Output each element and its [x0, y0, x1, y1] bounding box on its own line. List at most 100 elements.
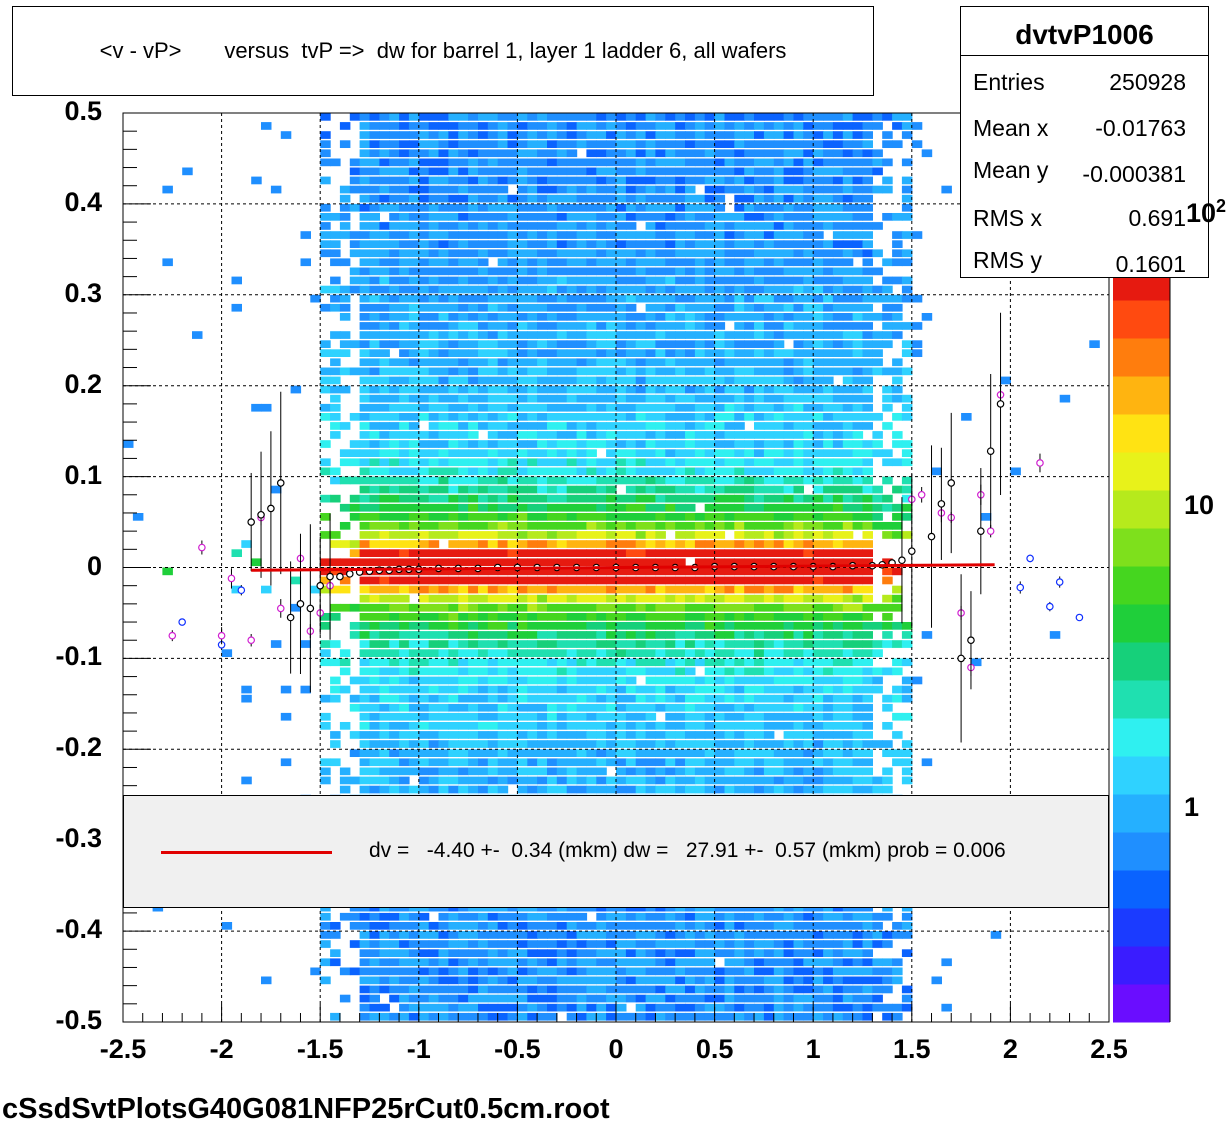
heatmap-cell — [625, 1012, 637, 1021]
heatmap-cell — [389, 940, 400, 948]
heatmap-cell — [793, 558, 804, 567]
heatmap-cell — [438, 976, 449, 985]
heatmap-cell — [556, 249, 568, 258]
heatmap-cell — [734, 540, 745, 548]
heatmap-cell — [458, 567, 469, 576]
heatmap-cell — [813, 994, 824, 1003]
heatmap-cell — [290, 576, 302, 585]
heatmap-cell — [566, 349, 578, 357]
heatmap-cell — [596, 576, 607, 585]
heatmap-cell — [655, 785, 666, 794]
heatmap-cell — [803, 576, 814, 585]
heatmap-cell — [448, 712, 459, 721]
heatmap-cell — [823, 358, 834, 367]
heatmap-cell — [665, 185, 676, 194]
heatmap-cell — [724, 485, 735, 494]
heatmap-cell — [704, 358, 716, 367]
heatmap-cell — [645, 667, 657, 676]
heatmap-cell — [744, 403, 755, 412]
heatmap-cell — [478, 122, 489, 130]
heatmap-cell — [438, 567, 449, 576]
heatmap-cell — [537, 213, 548, 221]
heatmap-cell — [616, 149, 627, 158]
heatmap-cell — [665, 985, 676, 994]
heatmap-cell — [487, 549, 499, 557]
heatmap-cell — [418, 758, 430, 767]
heatmap-cell — [813, 294, 824, 303]
heatmap-cell — [369, 458, 380, 467]
heatmap-cell — [527, 976, 538, 985]
heatmap-cell — [379, 276, 390, 285]
heatmap-cell — [783, 712, 795, 721]
heatmap-cell — [517, 613, 528, 621]
heatmap-cell — [517, 767, 528, 776]
heatmap-cell — [320, 613, 331, 621]
heatmap-cell — [813, 140, 824, 148]
heatmap-cell — [596, 294, 607, 303]
heatmap-cell — [655, 703, 666, 712]
heatmap-cell — [330, 422, 341, 430]
heatmap-cell — [645, 385, 657, 394]
heatmap-cell — [744, 385, 755, 394]
heatmap-cell — [625, 458, 637, 467]
heatmap-cell — [576, 594, 588, 603]
heatmap-cell — [635, 685, 647, 694]
heatmap-cell — [625, 349, 637, 357]
heatmap-cell — [507, 285, 518, 294]
heatmap-cell — [517, 403, 528, 412]
heatmap-cell — [704, 231, 716, 239]
heatmap-cell — [763, 685, 775, 694]
heatmap-cell — [685, 776, 696, 785]
heatmap-cell — [507, 476, 518, 485]
heatmap-cell — [497, 176, 509, 185]
heatmap-cell — [448, 240, 459, 248]
heatmap-cell — [497, 749, 509, 757]
heatmap-cell — [478, 158, 489, 167]
heatmap-cell — [349, 458, 361, 467]
heatmap-cell — [616, 949, 627, 957]
heatmap-cell — [704, 340, 716, 348]
heatmap-cell — [586, 1003, 597, 1012]
heatmap-cell — [517, 712, 528, 721]
heatmap-cell — [694, 685, 706, 694]
heatmap-cell — [744, 685, 755, 694]
heatmap-cell — [438, 131, 449, 139]
heatmap-cell — [389, 176, 400, 185]
heatmap-cell — [803, 503, 814, 512]
heatmap-cell — [566, 340, 578, 348]
heatmap-cell — [665, 394, 676, 403]
heatmap-cell — [399, 313, 410, 321]
heatmap-cell — [438, 667, 449, 676]
heatmap-cell — [783, 694, 795, 703]
heatmap-cell — [369, 476, 380, 485]
heatmap-cell — [428, 622, 440, 630]
heatmap-cell — [606, 367, 617, 376]
heatmap-cell — [596, 222, 607, 230]
heatmap-cell — [497, 413, 509, 421]
heatmap-cell — [438, 313, 449, 321]
heatmap-cell — [675, 322, 686, 330]
heatmap-cell — [497, 985, 509, 994]
heatmap-cell — [389, 667, 400, 676]
heatmap-cell — [478, 194, 489, 203]
heatmap-cell — [783, 494, 795, 503]
heatmap-cell — [635, 585, 647, 594]
heatmap-cell — [773, 658, 785, 667]
heatmap-cell — [418, 331, 430, 339]
heatmap-cell — [438, 231, 449, 239]
heatmap-cell — [714, 222, 726, 230]
heatmap-cell — [823, 922, 834, 930]
heatmap-cell — [655, 231, 666, 239]
heatmap-cell — [418, 731, 430, 739]
heatmap-cell — [408, 267, 420, 276]
heatmap-cell — [793, 976, 804, 985]
heatmap-cell — [616, 922, 627, 930]
heatmap-cell — [754, 694, 765, 703]
heatmap-cell — [478, 494, 489, 503]
heatmap-cell — [655, 985, 666, 994]
heatmap-cell — [517, 258, 528, 267]
heatmap-cell — [537, 349, 548, 357]
heatmap-cell — [359, 676, 371, 685]
heatmap-cell — [399, 367, 410, 376]
heatmap-cell — [655, 458, 666, 467]
